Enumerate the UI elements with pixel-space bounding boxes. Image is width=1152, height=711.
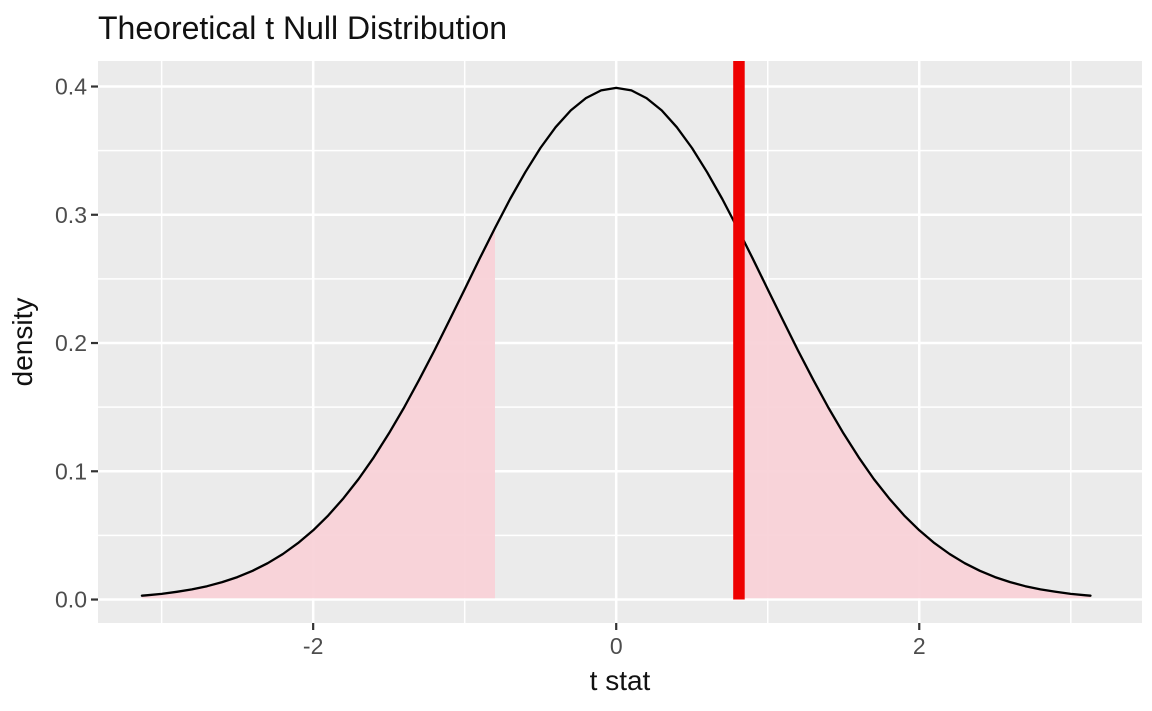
y-tick-label: 0.0: [55, 587, 87, 613]
x-tick-label: 2: [913, 633, 926, 659]
y-axis-title: density: [7, 298, 38, 387]
y-tick-label: 0.3: [55, 202, 87, 228]
right-tail-fill: [737, 228, 1091, 599]
x-tick-label: -2: [303, 633, 323, 659]
observed-t-stat-line: [733, 61, 745, 600]
y-tick-label: 0.1: [55, 458, 87, 484]
x-tick-label: 0: [610, 633, 623, 659]
left-tail-fill: [141, 228, 495, 599]
plot-title: Theoretical t Null Distribution: [98, 10, 507, 46]
x-axis-title: t stat: [590, 665, 651, 696]
density-curve: [140, 86, 1092, 597]
y-tick-label: 0.2: [55, 330, 87, 356]
chart-layer: -2 0 2 0.0 0.1 0.2 0.3 0.4: [55, 61, 1142, 659]
y-tick-label: 0.4: [55, 74, 87, 100]
